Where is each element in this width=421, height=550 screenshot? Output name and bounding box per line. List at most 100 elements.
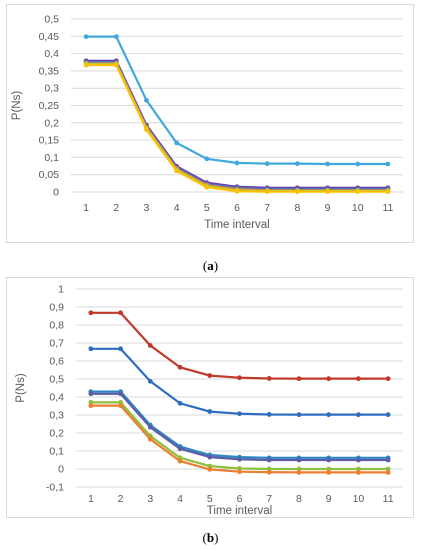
chart-b-series-1-point: [296, 376, 302, 382]
chart-b-svg: -0,100,10,20,30,40,50,60,70,80,911 2 3 4 5 6 7…: [15, 284, 403, 517]
chart-a-x-tick-label: 11: [382, 202, 393, 214]
caption-b-letter: b: [206, 530, 215, 545]
chart-b-series-6-point: [237, 469, 242, 475]
chart-b-x-tick-label: 11: [383, 493, 394, 505]
chart-b-y-tick-label: 0,9: [49, 302, 64, 314]
chart-a-x-tick-label: 6: [234, 202, 240, 214]
chart-a-y-tick-label: 0,25: [39, 100, 60, 112]
chart-a-series-2-line: [86, 59, 388, 189]
chart-b-y-tick-label: 0: [58, 464, 64, 476]
chart-b-series-1-point: [326, 376, 332, 382]
chart-a-series-1-point: [204, 156, 210, 162]
chart-b-x-tick-label: 9: [326, 493, 332, 505]
chart-b-x-tick-label: 7: [266, 493, 272, 505]
chart-b-y-axis-title: P(Ns): [15, 373, 27, 403]
chart-a-series-1-point: [264, 161, 270, 167]
chart-a-y-tick-label: 0,1: [44, 152, 59, 164]
chart-a-series-1-point: [294, 161, 300, 167]
chart-b-y-tick-label: 0,3: [49, 410, 64, 422]
chart-a-svg: 0 0,05 0,1 0,15 0,2 0,25 0,3 0,35 0,4 0,45 0,5 1 2 3 4…: [11, 14, 403, 231]
chart-b-series-6-point: [147, 436, 153, 442]
chart-a-series-6-line: [86, 63, 388, 193]
chart-a-y-tick-label: 0,45: [39, 31, 60, 43]
chart-b-series-5-point: [385, 466, 391, 472]
caption-b-open: (: [202, 530, 207, 545]
chart-b-y-tick-label: 0,4: [49, 392, 64, 404]
chart-b-series-6-point: [177, 458, 183, 464]
chart-b-series-1-point: [118, 310, 123, 316]
chart-a-series-6-point: [325, 189, 330, 195]
chart-a-series-3-line: [86, 60, 388, 190]
chart-a-y-tick-label: 0,4: [44, 48, 59, 60]
chart-b-series-2-point: [326, 412, 332, 418]
chart-b-series-2-point: [296, 412, 302, 418]
chart-a-x-tick-label: 10: [352, 202, 364, 214]
chart-a-series-6-point: [264, 189, 270, 195]
chart-a-series-6-point: [294, 189, 300, 195]
chart-b-series-6-point: [118, 403, 123, 409]
chart-b-x-tick-label: 8: [296, 493, 302, 505]
chart-b-series-1-point: [356, 376, 361, 382]
chart-b-y-tick-label: 0,7: [49, 338, 64, 350]
chart-b-x-tick-label: 4: [177, 493, 183, 505]
chart-b-series-5-point: [326, 466, 332, 472]
chart-a-series-1-point: [355, 161, 361, 167]
chart-b-series-2-point: [385, 412, 391, 418]
chart-b-panel: -0,1 0 0,1 0,2 0,3 0,4 0,5 0,6 0,7 0,8 0,9 1 1 2 3 4 5 6 7…: [6, 277, 414, 518]
chart-b-x-axis-title: Time interval: [207, 505, 272, 517]
chart-b-series-6-point: [296, 470, 302, 475]
chart-b-y-tick-label: 1: [58, 284, 64, 296]
chart-a-y-tick-label: 0,3: [44, 83, 59, 95]
chart-b-series-4-point: [385, 457, 391, 463]
chart-b-series-5-point: [296, 466, 302, 472]
chart-b-y-tick-label: -0,1: [46, 482, 64, 494]
chart-b-series-1-point: [385, 376, 391, 382]
chart-a-series-6-point: [83, 62, 89, 68]
chart-b-x-tick-label: 5: [207, 493, 213, 505]
chart-a-x-axis-title: Time interval: [204, 219, 269, 231]
chart-b-series-2-line: [90, 347, 389, 416]
chart-a-x-tick-label: 1: [83, 202, 89, 214]
chart-b-series-4-line: [90, 392, 389, 462]
caption-b-close: ): [214, 530, 219, 545]
chart-b-series-1-point: [88, 310, 94, 316]
chart-b-series-4-point: [266, 457, 272, 463]
chart-b-x-tick-label: 2: [118, 493, 124, 505]
chart-b-series-1-point: [177, 364, 183, 370]
chart-a-series-6-point: [385, 189, 391, 195]
chart-b-y-tick-label: 0,2: [49, 428, 64, 440]
chart-b-series-6-point: [356, 470, 361, 475]
chart-b-series-4-point: [356, 457, 361, 463]
chart-b-series-4-point: [296, 457, 302, 463]
chart-a-series-4-line: [86, 62, 388, 192]
chart-a-x-tick-label: 3: [144, 202, 150, 214]
chart-a-series-1-point: [113, 34, 119, 40]
chart-b-series-5-point: [356, 466, 361, 472]
chart-b-series-4-point: [237, 456, 242, 462]
chart-b-series-2-point: [237, 411, 242, 417]
chart-a-series-1-point: [83, 34, 89, 40]
chart-a-y-tick-label: 0,05: [39, 169, 60, 181]
chart-b-y-tick-label: 0,5: [49, 374, 64, 386]
chart-b-series-6-point: [88, 403, 94, 409]
chart-a-series-1-point: [385, 161, 391, 167]
chart-b-x-tick-label: 6: [237, 493, 243, 505]
caption-a: (a): [0, 258, 421, 274]
caption-a-open: (: [202, 258, 208, 273]
chart-a-x-tick-label: 8: [294, 202, 300, 214]
chart-b-series-1-point: [207, 373, 213, 378]
chart-b-series-4-point: [177, 446, 183, 452]
chart-a-series-1-point: [144, 97, 149, 103]
caption-a-close: ): [213, 258, 219, 273]
caption-b: (b): [0, 530, 421, 546]
chart-b-x-tick-label: 1: [88, 493, 94, 505]
chart-a-y-axis-title: P(Ns): [11, 91, 23, 121]
chart-b-series-2-point: [177, 400, 183, 406]
chart-b-series-6-point: [207, 466, 213, 472]
chart-b-series-3-line: [90, 390, 389, 459]
chart-a-y-tick-label: 0,35: [39, 65, 60, 77]
chart-b-x-tick-label: 10: [353, 493, 365, 505]
chart-a-series-6-point: [174, 168, 180, 174]
chart-a-y-tick-label: 0,2: [44, 117, 59, 129]
chart-b-series-1-line: [90, 311, 389, 380]
